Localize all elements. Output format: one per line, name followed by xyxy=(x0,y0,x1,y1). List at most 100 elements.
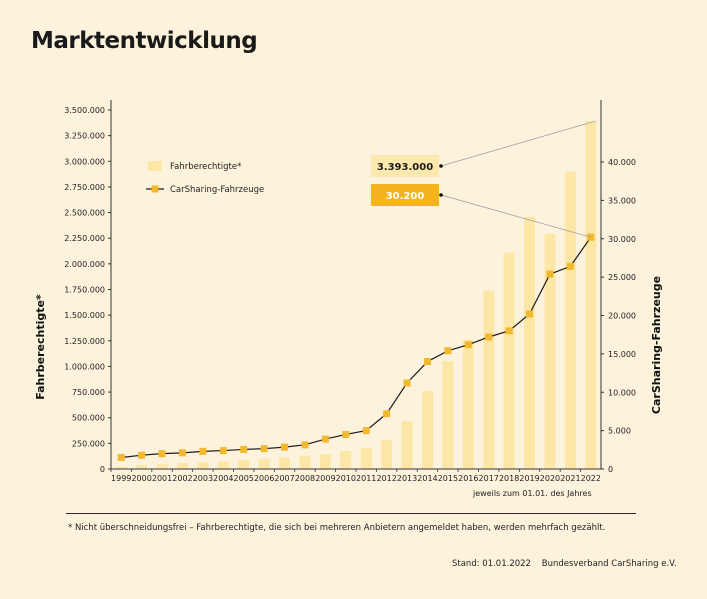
left-tick-label: 1.750.000 xyxy=(64,286,105,295)
x-tick-label: 2014 xyxy=(417,474,437,483)
bar-2016 xyxy=(462,339,474,469)
bar-2013 xyxy=(401,421,413,469)
marker-2018 xyxy=(505,327,513,335)
legend-swatch-bar xyxy=(148,161,162,171)
x-tick-label: 2010 xyxy=(336,474,356,483)
left-tick-label: 500.000 xyxy=(72,414,105,423)
bar-2020 xyxy=(544,234,556,469)
marker-2005 xyxy=(240,445,248,453)
marker-2014 xyxy=(423,358,431,366)
vehicles-line xyxy=(121,236,592,459)
marker-2010 xyxy=(342,430,350,438)
marker-2020 xyxy=(546,270,554,278)
left-tick-label: 2.000.000 xyxy=(64,260,105,269)
x-tick-label: 2005 xyxy=(234,474,254,483)
marker-2011 xyxy=(362,427,370,435)
left-tick-label: 750.000 xyxy=(72,388,105,397)
marker-2003 xyxy=(199,447,207,455)
source-credit: Stand: 01.01.2022 Bundesverband CarShari… xyxy=(452,559,677,569)
right-tick-label: 30.000 xyxy=(608,235,636,244)
callout-bar-box xyxy=(371,155,439,177)
marker-2006 xyxy=(260,445,268,453)
footnote: * Nicht überschneidungsfrei – Fahrberech… xyxy=(68,523,606,533)
x-tick-label: 2012 xyxy=(376,474,396,483)
callout-line-value: 30.200 xyxy=(386,191,425,202)
right-tick-label: 25.000 xyxy=(608,273,636,282)
left-axis-title: Fahrberechtigte* xyxy=(34,294,47,400)
left-tick-label: 1.250.000 xyxy=(64,337,105,346)
right-tick-label: 40.000 xyxy=(608,158,636,167)
bar-2006 xyxy=(258,458,270,469)
marker-1999 xyxy=(117,453,125,461)
left-axis: 0 250.000 500.000 750.000 1.000.000 1.250.000… xyxy=(64,100,112,474)
left-tick-label: 250.000 xyxy=(72,439,105,448)
marker-2009 xyxy=(321,435,329,443)
market-chart: 0 250.000 500.000 750.000 1.000.000 1.250.000… xyxy=(34,100,663,498)
bar-2021 xyxy=(564,171,576,470)
bar-2019 xyxy=(524,216,536,469)
bar-2003 xyxy=(197,462,209,469)
page-title: Marktentwicklung xyxy=(31,28,258,54)
bar-2017 xyxy=(483,290,495,469)
right-tick-label: 0 xyxy=(608,465,613,474)
bar-2015 xyxy=(442,361,454,469)
x-axis-note: jeweils zum 01.01. des Jahres xyxy=(472,489,592,498)
bar-2002 xyxy=(176,463,188,469)
bar-2001 xyxy=(156,463,168,469)
legend: Fahrberechtigte* CarSharing-Fahrzeuge xyxy=(146,161,264,195)
marker-2019 xyxy=(526,310,534,318)
marker-2012 xyxy=(383,410,391,418)
x-tick-label: 2015 xyxy=(438,474,458,483)
right-tick-label: 5.000 xyxy=(608,427,631,436)
bar-2011 xyxy=(360,447,372,469)
x-tick-label: 1999 xyxy=(111,474,131,483)
x-tick-label: 2002 xyxy=(172,474,192,483)
legend-swatch-marker xyxy=(151,185,159,193)
bar-2009 xyxy=(319,454,331,469)
x-axis: 1999 2000 2001 2002 2003 2004 2005 2006 2007 2008… xyxy=(110,468,601,483)
left-tick-label: 2.500.000 xyxy=(64,209,105,218)
marker-2000 xyxy=(138,451,146,459)
marker-2015 xyxy=(444,347,452,355)
bar-2010 xyxy=(340,451,352,469)
marker-2017 xyxy=(485,333,493,341)
x-tick-label: 2001 xyxy=(152,474,172,483)
left-tick-label: 1.500.000 xyxy=(64,311,105,320)
callout-bar-value: 3.393.000 xyxy=(377,162,433,173)
bar-2007 xyxy=(279,457,291,469)
marker-2021 xyxy=(566,262,574,270)
bar-series xyxy=(115,120,597,470)
marker-2004 xyxy=(219,447,227,455)
right-axis: 0 5.000 10.000 15.000 20.000 25.000 30.000 35.0… xyxy=(600,100,636,474)
right-axis-title: CarSharing-Fahrzeuge xyxy=(650,276,663,414)
bar-2004 xyxy=(217,461,229,469)
left-tick-label: 2.250.000 xyxy=(64,234,105,243)
x-tick-label: 2006 xyxy=(254,474,274,483)
line-series xyxy=(117,233,595,461)
x-tick-label: 2011 xyxy=(356,474,376,483)
callout-line-dot xyxy=(439,193,443,197)
callout-bar-leader xyxy=(440,120,596,167)
x-tick-label: 2008 xyxy=(295,474,315,483)
right-tick-label: 20.000 xyxy=(608,312,636,321)
bar-2005 xyxy=(238,460,250,469)
callout-line-box xyxy=(371,184,439,206)
bar-2018 xyxy=(503,252,515,469)
bar-1999 xyxy=(115,466,127,469)
right-tick-label: 35.000 xyxy=(608,196,636,205)
left-tick-label: 3.000.000 xyxy=(64,157,105,166)
footer-divider xyxy=(66,513,636,514)
right-tick-label: 10.000 xyxy=(608,388,636,397)
legend-label-bar: Fahrberechtigte* xyxy=(170,162,241,172)
left-tick-label: 0 xyxy=(100,465,105,474)
x-tick-label: 2009 xyxy=(315,474,335,483)
x-tick-label: 2007 xyxy=(274,474,294,483)
x-tick-label: 2016 xyxy=(458,474,478,483)
bar-2022 xyxy=(585,120,597,469)
marker-2001 xyxy=(158,450,166,458)
legend-label-line: CarSharing-Fahrzeuge xyxy=(170,185,264,195)
marker-2007 xyxy=(281,443,289,451)
bar-2014 xyxy=(421,391,433,469)
left-tick-label: 3.500.000 xyxy=(64,106,105,115)
x-tick-label: 2004 xyxy=(213,474,233,483)
